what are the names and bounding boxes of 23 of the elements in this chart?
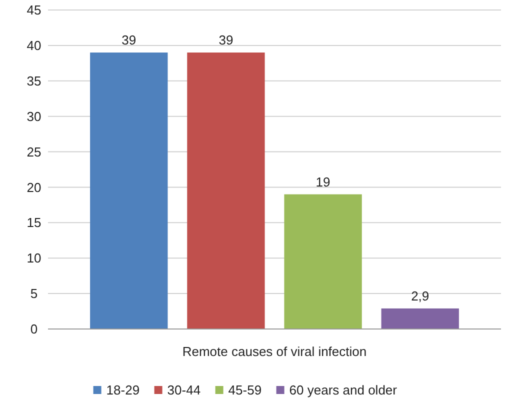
bar (90, 52, 168, 329)
y-tick-label: 35 (26, 73, 42, 88)
legend-label: 60 years and older (289, 382, 398, 398)
x-tick-label: Remote causes of viral infection (182, 344, 367, 359)
y-tick-label: 20 (26, 180, 42, 195)
data-label: 2,9 (411, 288, 430, 304)
data-label: 19 (316, 174, 330, 190)
y-tick-label: 10 (26, 250, 42, 266)
legend-label: 18-29 (106, 382, 140, 398)
y-tick-label: 0 (30, 322, 38, 337)
y-tick-label: 40 (26, 38, 42, 53)
legend-label: 30-44 (167, 382, 201, 398)
data-label: 39 (122, 32, 136, 48)
legend-label: 45-59 (228, 382, 262, 398)
y-tick-label: 45 (26, 2, 42, 18)
y-tick-label: 25 (26, 144, 42, 160)
y-tick-label: 15 (26, 215, 42, 230)
data-label: 39 (218, 32, 234, 48)
y-tick-label: 30 (26, 108, 42, 124)
bar (284, 194, 362, 329)
y-tick-label: 5 (30, 286, 38, 302)
bar (381, 308, 459, 329)
bar (187, 52, 265, 329)
